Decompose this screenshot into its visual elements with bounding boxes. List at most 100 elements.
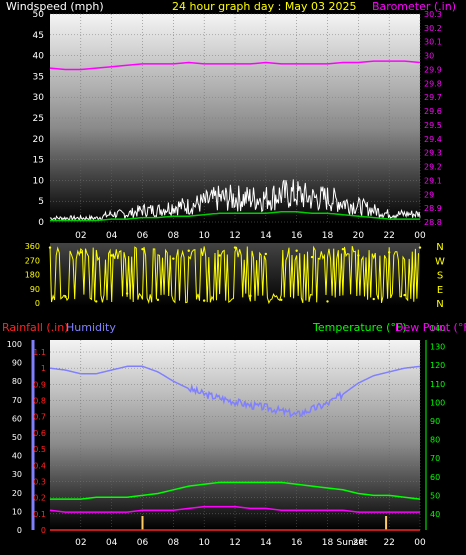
- x-tick-label-bottom: 22: [383, 538, 394, 548]
- temperature-tick-label: 100: [430, 398, 445, 407]
- rainfall-tick-label: 0.4: [33, 461, 46, 470]
- barometer-tick-label: 30: [424, 52, 434, 61]
- wind-tick-label: 0: [38, 218, 44, 228]
- humidity-tick-label: 10: [12, 507, 22, 516]
- direction-tick-label: 180: [25, 271, 40, 280]
- direction-point: [233, 246, 237, 249]
- compass-label: S: [437, 271, 443, 282]
- direction-point: [403, 293, 406, 297]
- barometer-tick-label: 29: [424, 190, 434, 199]
- rainfall-tick-label: 1.1: [33, 348, 46, 357]
- x-tick-label-bottom: 18: [322, 538, 334, 548]
- wind-direction-series-line: [49, 245, 419, 305]
- compass-label: W: [435, 256, 445, 267]
- compass-label: E: [437, 285, 443, 296]
- temperature-title: Temperature (°F): [312, 321, 407, 334]
- x-tick-label-top: 22: [383, 231, 394, 241]
- humidity-title: Humidity: [66, 321, 116, 334]
- barometer-tick-label: 29.2: [424, 163, 442, 172]
- x-tick-label-bottom: 02: [75, 538, 86, 548]
- windspeed-series-line: [49, 179, 421, 222]
- direction-point: [156, 298, 160, 302]
- x-tick-label-bottom: 10: [198, 538, 210, 548]
- temperature-tick-label: 40: [430, 510, 440, 519]
- direction-point: [125, 292, 129, 295]
- direction-point: [141, 247, 144, 251]
- x-tick-label-top: 04: [106, 231, 118, 241]
- rainfall-tick-label: 0.8: [33, 397, 46, 406]
- temperature-tick-label: 140: [430, 324, 445, 333]
- direction-point: [218, 254, 221, 257]
- temperature-tick-label: 90: [430, 417, 440, 426]
- x-tick-label-top: 02: [75, 231, 86, 241]
- humidity-series-line: [49, 365, 421, 418]
- x-tick-label-top: 20: [353, 231, 365, 241]
- direction-tick-label: 0: [35, 299, 40, 308]
- direction-point: [110, 254, 113, 257]
- direction-point: [387, 251, 391, 254]
- rainfall-tick-label: 0: [41, 526, 46, 535]
- dewpoint-title: Dew Point (°F): [395, 321, 466, 334]
- compass-label: N: [436, 299, 443, 310]
- barometer-tick-label: 29.9: [424, 65, 442, 74]
- barometer-tick-label: 29.7: [424, 93, 442, 102]
- humidity-tick-label: 40: [12, 452, 22, 461]
- temperature-tick-label: 80: [430, 436, 440, 445]
- barometer-series-line: [49, 60, 421, 71]
- rainfall-tick-label: 0.7: [33, 413, 46, 422]
- humidity-tick-label: 0: [17, 526, 22, 535]
- wind-plot-area: [50, 14, 420, 222]
- direction-point: [310, 255, 314, 259]
- direction-point: [64, 295, 67, 298]
- temperature-tick-label: 60: [430, 473, 440, 482]
- temperature-series-line: [50, 481, 421, 500]
- direction-point: [172, 257, 175, 260]
- temperature-tick-label: 70: [430, 454, 440, 463]
- barometer-tick-label: 29.1: [424, 176, 442, 185]
- wind-tick-label: 35: [33, 72, 44, 82]
- direction-point: [95, 300, 98, 303]
- direction-point: [357, 254, 360, 257]
- wind-tick-label: 20: [33, 135, 45, 145]
- direction-point: [341, 247, 345, 251]
- wind-tick-label: 15: [33, 156, 44, 166]
- barometer-tick-label: 29.3: [424, 149, 442, 158]
- x-tick-label-bottom: 14: [260, 538, 272, 548]
- direction-point: [187, 249, 190, 252]
- x-tick-label-top: 12: [229, 231, 240, 241]
- barometer-tick-label: 29.4: [424, 135, 442, 144]
- wind-tick-label: 50: [33, 10, 45, 20]
- direction-point: [264, 252, 268, 256]
- direction-point: [418, 246, 422, 249]
- direction-point: [372, 297, 375, 301]
- sunset-label: Sunset: [337, 538, 368, 548]
- direction-point: [48, 246, 52, 249]
- x-tick-label-top: 14: [260, 231, 272, 241]
- x-tick-label-top: 00: [414, 231, 426, 241]
- compass-label: N: [436, 242, 443, 253]
- direction-point: [202, 299, 206, 302]
- dewpoint-series-line: [49, 505, 420, 513]
- x-tick-label-top: 16: [291, 231, 303, 241]
- wind-average-series-line: [50, 211, 420, 222]
- x-tick-label-bottom: 04: [106, 538, 118, 548]
- barometer-tick-label: 30.1: [424, 38, 442, 47]
- x-tick-label-top: 08: [168, 231, 180, 241]
- x-tick-label-top: 06: [137, 231, 149, 241]
- graph-date-title: 24 hour graph day : May 03 2025: [172, 0, 357, 13]
- rainfall-tick-label: 0.6: [33, 429, 46, 438]
- rainfall-tick-label: 0.5: [33, 445, 46, 454]
- barometer-title: Barometer (.in): [372, 0, 456, 13]
- temperature-tick-label: 110: [430, 380, 445, 389]
- humidity-tick-label: 90: [12, 359, 22, 368]
- barometer-tick-label: 28.9: [424, 204, 442, 213]
- x-tick-label-top: 18: [322, 231, 334, 241]
- direction-point: [326, 300, 329, 303]
- direction-point: [280, 298, 283, 302]
- humidity-tick-label: 20: [12, 489, 22, 498]
- rainfall-tick-label: 1: [41, 364, 46, 373]
- wind-tick-label: 5: [38, 197, 44, 207]
- direction-point: [249, 294, 252, 298]
- rainfall-tick-label: 0.3: [33, 477, 46, 486]
